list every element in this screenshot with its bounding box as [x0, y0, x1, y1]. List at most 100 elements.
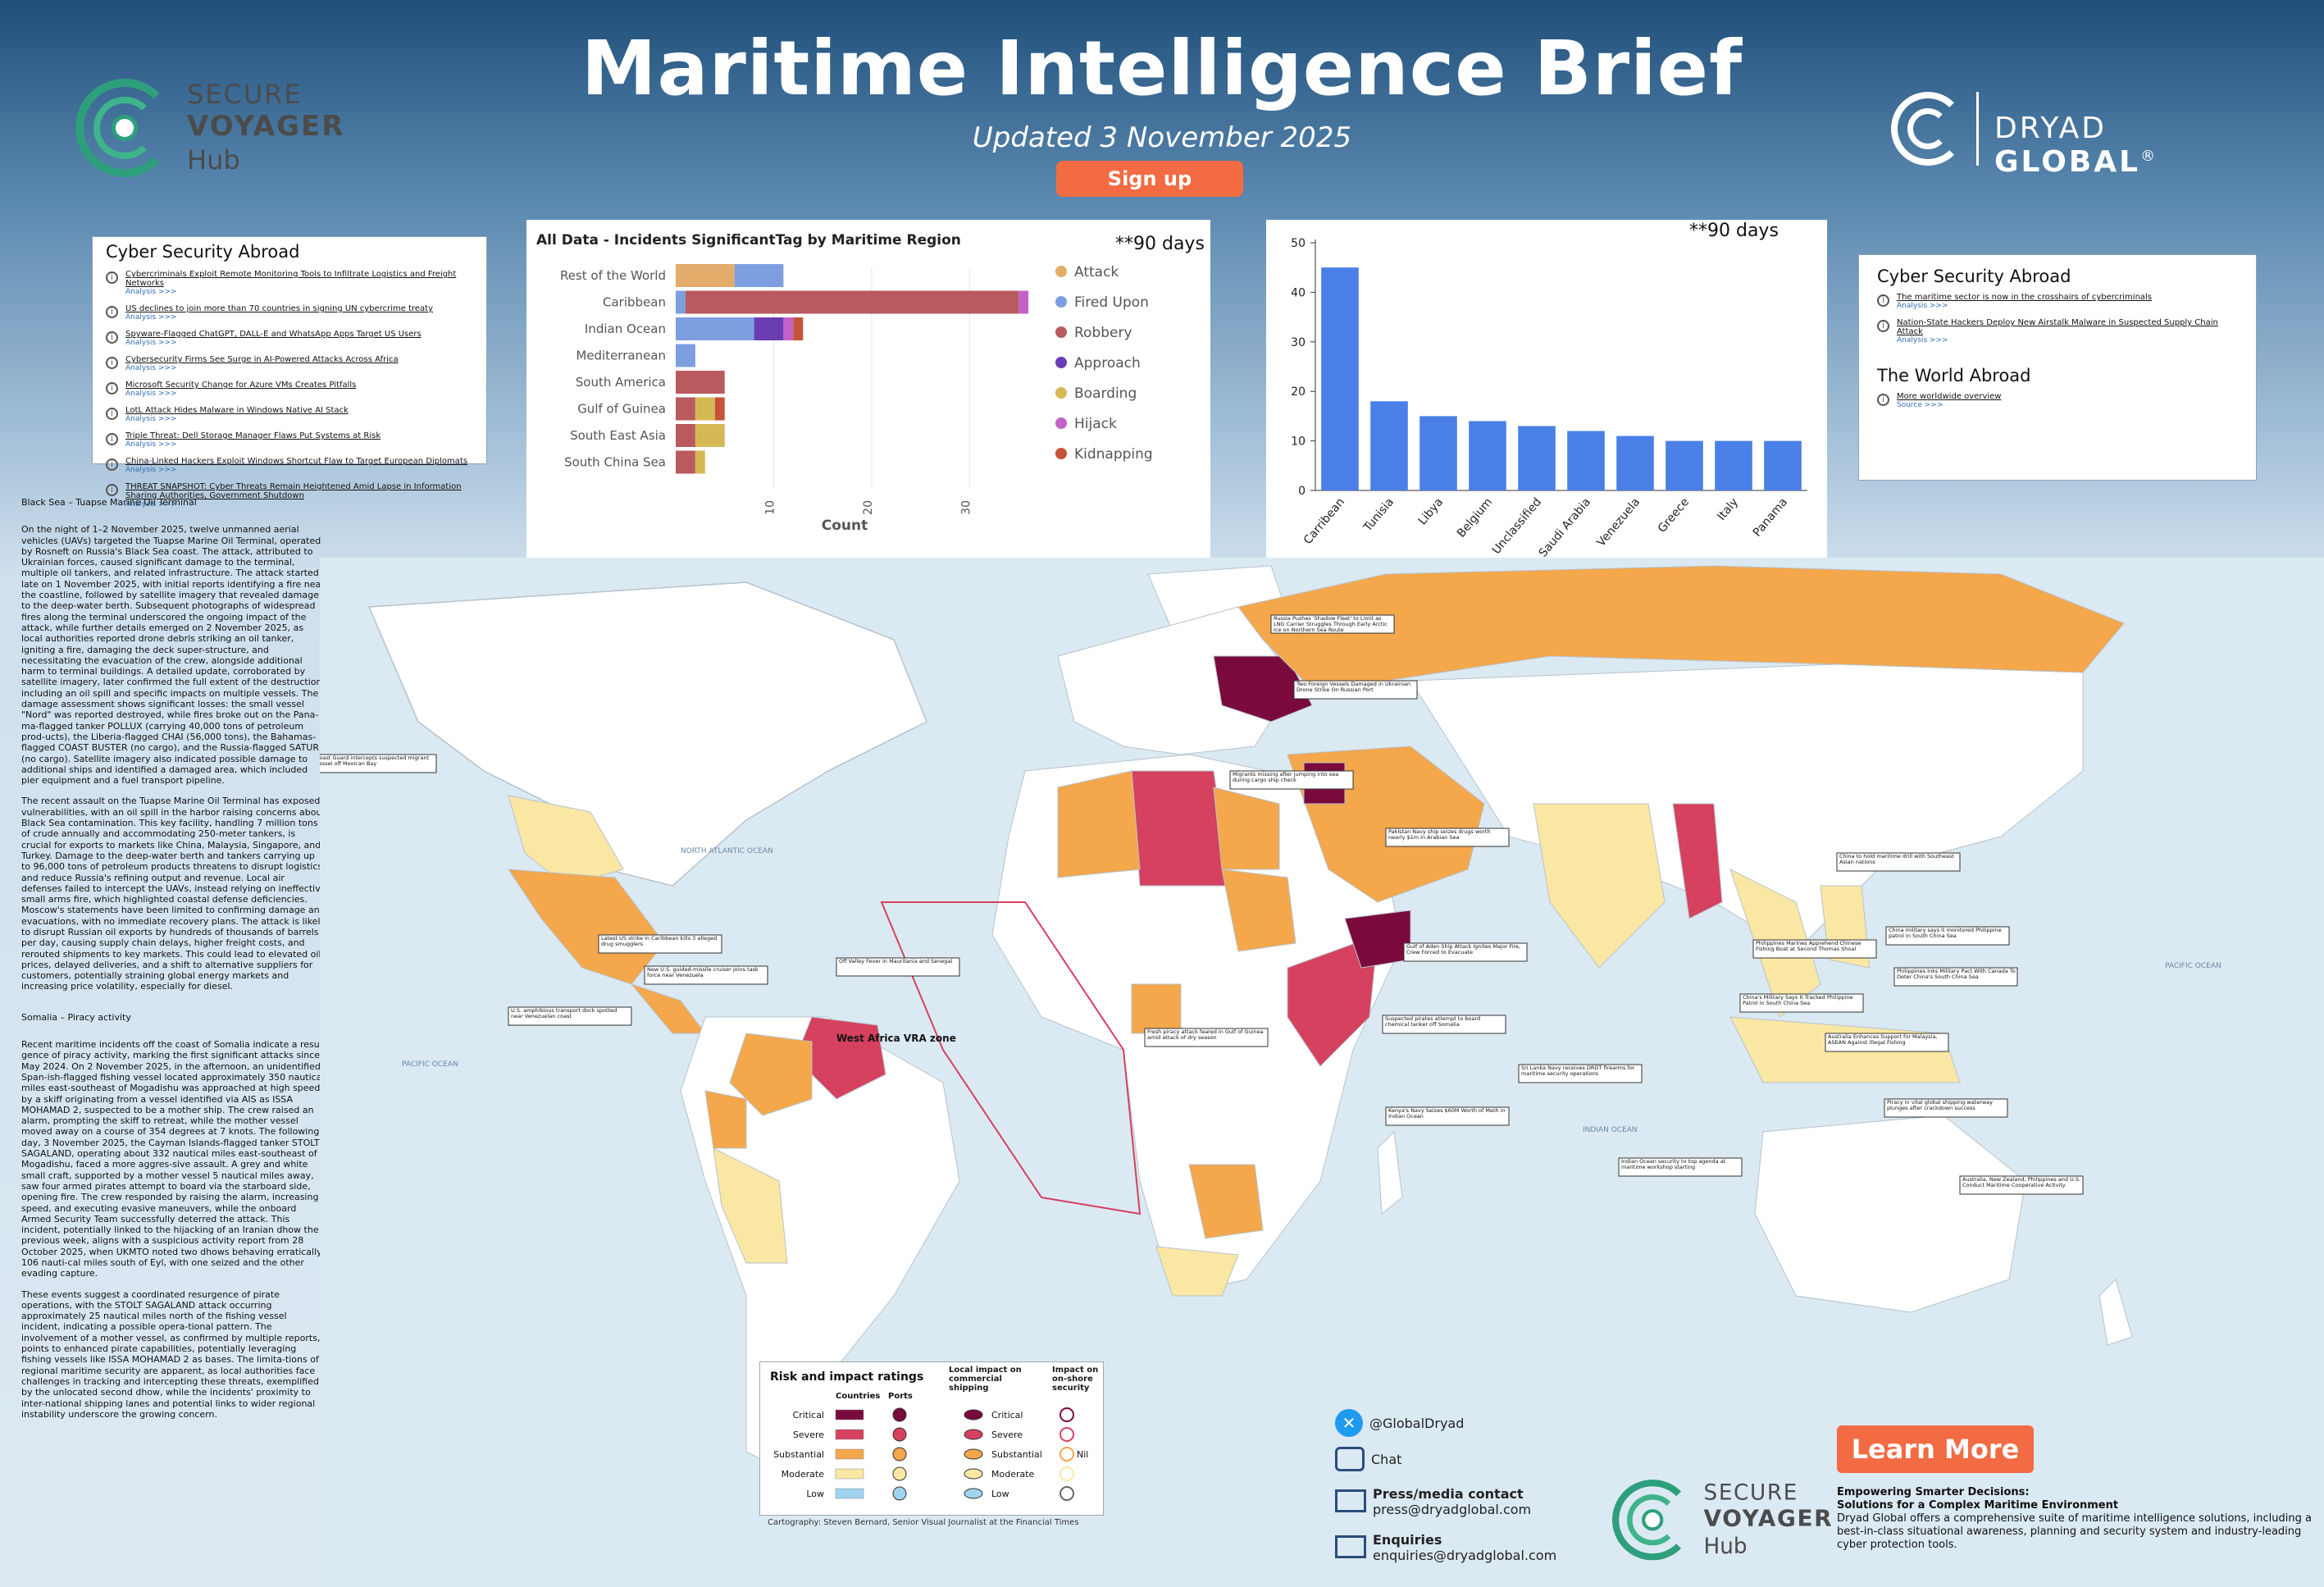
- bar[interactable]: [1321, 267, 1359, 490]
- bar-segment[interactable]: [676, 397, 695, 421]
- map-callout[interactable]: Fresh piracy attack feared in Gulf of Gu…: [1144, 1028, 1269, 1047]
- bar-segment[interactable]: [676, 344, 695, 367]
- news-item[interactable]: i Microsoft Security Change for Azure VMs…: [106, 381, 473, 398]
- bar[interactable]: [1370, 401, 1408, 490]
- bar[interactable]: [1518, 426, 1556, 490]
- bar-segment[interactable]: [676, 317, 754, 340]
- news-analysis-link[interactable]: Analysis >>>: [125, 466, 177, 474]
- bar[interactable]: [1666, 440, 1703, 490]
- twitter-link[interactable]: ✕ @GlobalDryad: [1335, 1409, 1464, 1437]
- bar-segment[interactable]: [714, 397, 725, 421]
- map-callout[interactable]: Two Foreign Vessels Damaged in Ukrainian…: [1293, 680, 1418, 700]
- news-item[interactable]: i China-Linked Hackers Exploit Windows Sh…: [106, 457, 473, 474]
- bar[interactable]: [1616, 436, 1654, 490]
- news-item[interactable]: i More worldwide overview Source >>>: [1877, 392, 2238, 409]
- news-analysis-link[interactable]: Analysis >>>: [125, 500, 177, 508]
- news-analysis-link[interactable]: Analysis >>>: [125, 390, 177, 398]
- bar-segment[interactable]: [1018, 290, 1029, 314]
- map-callout[interactable]: Coast Guard intercepts suspected migrant…: [320, 754, 437, 773]
- map-callout[interactable]: China's Military Says It Tracked Philipp…: [1739, 993, 1864, 1013]
- map-callout[interactable]: U.S. amphibious transport dock spotted n…: [508, 1006, 632, 1026]
- map-callout[interactable]: Kenya's Navy Seizes $60M Worth of Meth i…: [1385, 1106, 1510, 1126]
- map-callout[interactable]: Suspected pirates attempt to board chemi…: [1382, 1015, 1506, 1034]
- bar-segment[interactable]: [783, 317, 794, 340]
- news-headline[interactable]: Nation-State Hackers Deploy New Airstalk…: [1897, 318, 2218, 336]
- map-callout[interactable]: China military says it monitored Philipp…: [1885, 926, 2010, 946]
- news-item[interactable]: i The maritime sector is now in the cross…: [1877, 293, 2238, 310]
- map-callout[interactable]: Gulf of Aden Ship Attack Ignites Major F…: [1403, 942, 1528, 962]
- bar-segment[interactable]: [695, 450, 705, 474]
- news-headline[interactable]: More worldwide overview: [1897, 392, 2002, 401]
- news-item[interactable]: i Triple Threat: Dell Storage Manager Fla…: [106, 431, 473, 449]
- news-item[interactable]: i THREAT SNAPSHOT: Cyber Threats Remain H…: [106, 482, 473, 508]
- bar[interactable]: [1567, 431, 1605, 490]
- map-callout[interactable]: Philippines Inks Military Pact With Cana…: [1893, 967, 2018, 987]
- map-callout[interactable]: Latest US strike in Caribbean kills 3 al…: [598, 934, 722, 954]
- news-headline[interactable]: Microsoft Security Change for Azure VMs …: [125, 381, 357, 390]
- news-analysis-link[interactable]: Analysis >>>: [125, 288, 177, 296]
- news-headline[interactable]: Triple Threat: Dell Storage Manager Flaw…: [125, 431, 381, 440]
- bar-segment[interactable]: [793, 317, 804, 340]
- map-callout[interactable]: Australia Enhances Support for Malaysia,…: [1825, 1033, 1949, 1052]
- map-callout[interactable]: Philippines Marines Apprehend Chinese Fi…: [1752, 939, 1877, 959]
- bar[interactable]: [1715, 440, 1752, 490]
- map-callout[interactable]: Australia, New Zealand, Philippines and …: [1959, 1175, 2084, 1195]
- legend-label: Approach: [1074, 355, 1141, 372]
- press-contact[interactable]: Press/media contact press@dryadglobal.co…: [1335, 1486, 1531, 1517]
- bar-segment[interactable]: [676, 290, 686, 314]
- bar-segment[interactable]: [695, 397, 715, 421]
- bar-segment[interactable]: [676, 424, 695, 447]
- news-headline[interactable]: LotL Attack Hides Malware in Windows Nat…: [125, 406, 349, 415]
- news-item[interactable]: i Nation-State Hackers Deploy New Airstal…: [1877, 318, 2238, 344]
- secure-voyager-logo-bottom[interactable]: SECURE VOYAGER Hub: [1612, 1480, 1834, 1567]
- news-analysis-link[interactable]: Analysis >>>: [125, 313, 177, 322]
- map-callout[interactable]: Migrants missing after jumping into sea …: [1229, 770, 1354, 790]
- map-callout[interactable]: Indian Ocean security to top agenda at m…: [1618, 1157, 1743, 1177]
- map-callout[interactable]: Piracy in vital global shipping waterway…: [1884, 1098, 2008, 1118]
- news-analysis-link[interactable]: Analysis >>>: [125, 364, 177, 372]
- bar-segment[interactable]: [695, 424, 725, 447]
- bar-segment[interactable]: [676, 450, 695, 474]
- bar-segment[interactable]: [676, 264, 735, 287]
- signup-button[interactable]: Sign up: [1056, 161, 1243, 197]
- map-callout[interactable]: Pakistan Navy ship seizes drugs worth ne…: [1385, 828, 1510, 847]
- news-item[interactable]: i Cybercriminals Exploit Remote Monitorin…: [106, 270, 473, 296]
- news-analysis-link[interactable]: Analysis >>>: [125, 440, 177, 449]
- news-item[interactable]: i LotL Attack Hides Malware in Windows Na…: [106, 406, 473, 423]
- news-headline[interactable]: Cybersecurity Firms See Surge in AI-Powe…: [125, 355, 399, 364]
- enquiries-contact[interactable]: Enquiries enquiries@dryadglobal.com: [1335, 1532, 1556, 1563]
- bar-segment[interactable]: [734, 264, 784, 287]
- news-headline[interactable]: THREAT SNAPSHOT: Cyber Threats Remain He…: [125, 482, 462, 500]
- map-callout[interactable]: China to hold maritime drill with Southe…: [1836, 852, 1961, 872]
- news-item[interactable]: i US declines to join more than 70 countr…: [106, 304, 473, 322]
- news-headline[interactable]: The maritime sector is now in the crossh…: [1897, 293, 2153, 302]
- bar-segment[interactable]: [685, 290, 1019, 314]
- map-callout[interactable]: New U.S. guided-missile cruiser joins ta…: [644, 965, 768, 985]
- west-africa-vra-zone[interactable]: [880, 901, 1141, 1215]
- bar-segment[interactable]: [676, 371, 725, 394]
- news-headline[interactable]: China-Linked Hackers Exploit Windows Sho…: [125, 457, 468, 466]
- news-analysis-link[interactable]: Analysis >>>: [1897, 302, 1948, 310]
- chat-link[interactable]: Chat: [1335, 1447, 1401, 1471]
- secure-voyager-logo[interactable]: SECURE VOYAGER Hub: [75, 79, 346, 185]
- news-headline[interactable]: Cybercriminals Exploit Remote Monitoring…: [125, 270, 457, 288]
- map-callout[interactable]: Sri Lanka Navy receives DRDT firearms fo…: [1518, 1064, 1643, 1083]
- news-analysis-link[interactable]: Analysis >>>: [125, 415, 177, 423]
- bar[interactable]: [1469, 421, 1506, 490]
- news-analysis-link[interactable]: Analysis >>>: [1897, 336, 1948, 344]
- news-item[interactable]: i Spyware-Flagged ChatGPT, DALL-E and Wha…: [106, 330, 473, 347]
- dryad-global-logo[interactable]: DRYAD GLOBAL®: [1891, 92, 2268, 179]
- port-icon: [892, 1466, 907, 1481]
- world-risk-map[interactable]: West Africa VRA zone NORTH ATLANTIC OCEA…: [320, 558, 2324, 1587]
- bar[interactable]: [1419, 416, 1457, 490]
- news-analysis-link[interactable]: Analysis >>>: [125, 339, 177, 347]
- news-headline[interactable]: Spyware-Flagged ChatGPT, DALL-E and What…: [125, 330, 422, 339]
- map-callout[interactable]: Russia Pushes 'Shadow Fleet' to Limit as…: [1270, 614, 1395, 634]
- bar-segment[interactable]: [754, 317, 784, 340]
- bar[interactable]: [1764, 440, 1802, 490]
- map-callout[interactable]: Off Valley Fever in Mauritania and Seneg…: [836, 957, 960, 977]
- learn-more-button[interactable]: Learn More: [1837, 1425, 2034, 1473]
- news-analysis-link[interactable]: Source >>>: [1897, 401, 1944, 409]
- news-headline[interactable]: US declines to join more than 70 countri…: [125, 304, 434, 313]
- news-item[interactable]: i Cybersecurity Firms See Surge in AI-Pow…: [106, 355, 473, 372]
